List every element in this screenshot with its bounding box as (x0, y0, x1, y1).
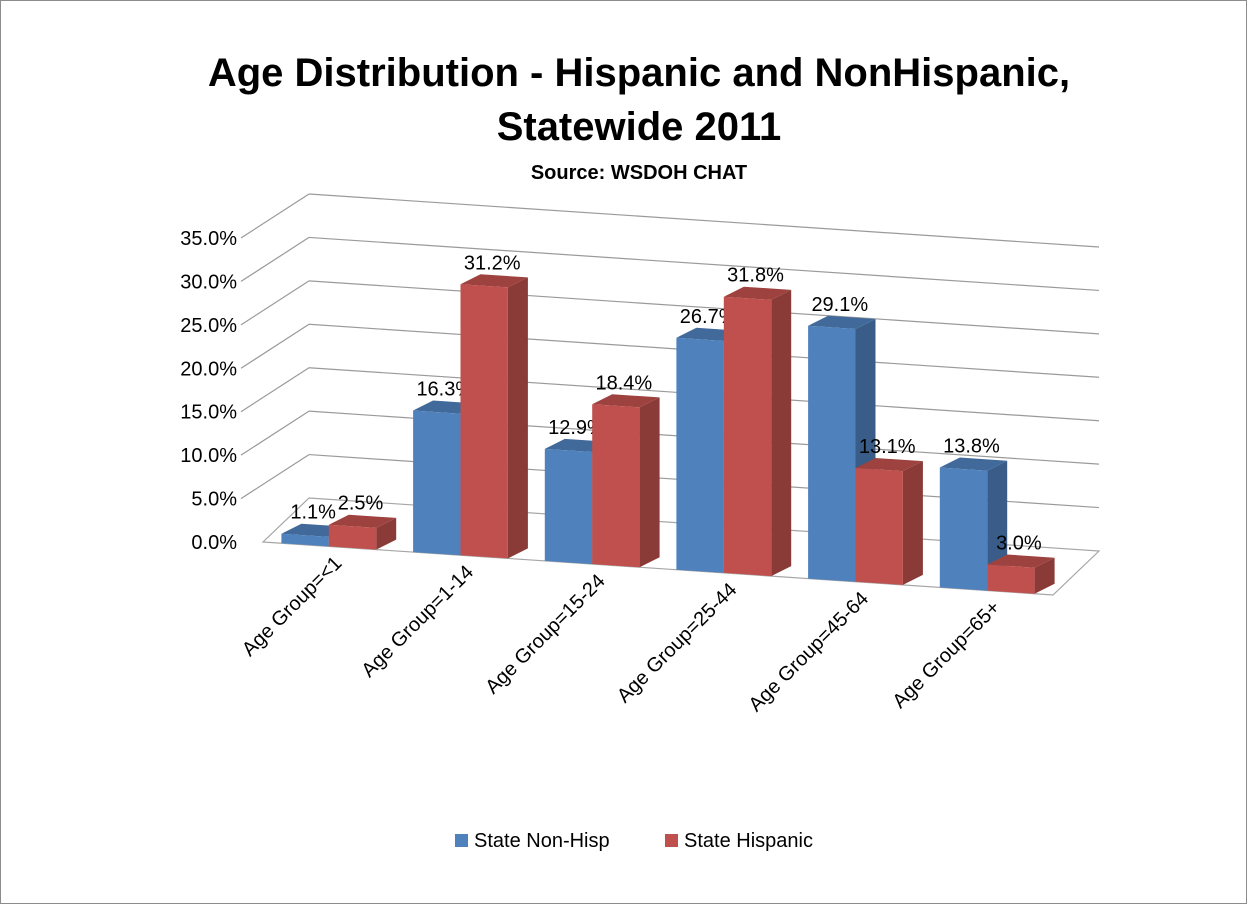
bar-top (855, 458, 923, 472)
y-tick-label: 30.0% (180, 271, 237, 293)
bar-front (676, 337, 724, 573)
data-label: 31.2% (464, 252, 521, 274)
gridline-side (240, 367, 310, 413)
bar-side (639, 397, 660, 568)
bar-front (328, 524, 377, 550)
data-label: 16.3% (416, 378, 473, 400)
legend-swatch (455, 834, 468, 847)
bar-front (808, 325, 856, 582)
bar-top (460, 274, 528, 288)
gridline-side (240, 454, 310, 500)
x-category-label: Age Group=1-14 (358, 561, 479, 682)
x-category-label: Age Group=45-64 (745, 588, 873, 716)
bar-front (987, 564, 1035, 594)
data-label: 12.9% (548, 417, 605, 439)
gridline (308, 236, 1100, 292)
y-tick-label: 20.0% (180, 358, 237, 380)
bar-top (723, 286, 792, 300)
x-category-label: Age Group=65+ (888, 597, 1004, 713)
y-tick-label: 0.0% (191, 532, 237, 554)
data-label: 18.4% (596, 372, 653, 394)
bar-front (460, 284, 508, 559)
y-tick-label: 10.0% (180, 445, 237, 467)
bar-front (939, 467, 988, 591)
bar-top (939, 457, 1008, 471)
gridline-side (240, 236, 310, 282)
data-label: 31.8% (727, 265, 784, 287)
bar-front (544, 448, 593, 565)
bar-front (281, 533, 329, 547)
y-tick-label: 25.0% (180, 315, 237, 337)
bar-side (771, 289, 792, 577)
legend-swatch (665, 834, 678, 847)
bar-hispanic (460, 274, 528, 559)
data-label: 1.1% (290, 502, 336, 524)
bar-hispanic (855, 458, 923, 585)
gridline-side (240, 280, 310, 326)
legend-item-non-hisp: State Non-Hisp (455, 830, 610, 852)
data-label: 29.1% (811, 294, 868, 316)
bar-top (987, 554, 1055, 568)
gridline (308, 193, 1100, 248)
chart-title-line-2: Statewide 2011 (497, 105, 782, 149)
bar-side (902, 461, 923, 585)
bar-front (592, 404, 640, 568)
data-label: 13.8% (943, 436, 1000, 458)
y-tick-label: 15.0% (180, 402, 237, 424)
chart-title-line-1: Age Distribution - Hispanic and NonHispa… (208, 51, 1070, 95)
gridline (308, 280, 1100, 335)
plot-area: 0.0% 5.0% 10.0% 15.0% 20.0% 25.0% 30.0% 35.0% 1.… (180, 193, 1101, 716)
bar-top (328, 514, 397, 528)
y-tick-label: 35.0% (180, 228, 237, 250)
chart-subtitle: Source: WSDOH CHAT (531, 162, 747, 184)
bar-side (376, 517, 397, 550)
x-category-label: Age Group=15-24 (481, 570, 609, 698)
bar-hispanic (328, 514, 397, 550)
data-label: 2.5% (338, 493, 384, 515)
bar-side (1034, 557, 1055, 594)
x-category-label: Age Group=25-44 (613, 579, 741, 707)
data-label: 26.7% (680, 306, 737, 328)
bar-hispanic (987, 554, 1055, 594)
gridline-side (240, 193, 310, 239)
y-tick-label: 5.0% (191, 489, 237, 511)
data-label: 3.0% (996, 533, 1042, 555)
data-label: 13.1% (859, 436, 916, 458)
bar-hispanic (723, 286, 792, 577)
bar-front (723, 296, 772, 577)
legend-item-hispanic: State Hispanic (665, 830, 813, 852)
legend-label: State Non-Hisp (474, 830, 610, 852)
bar-front (855, 468, 903, 585)
gridline-side (240, 410, 310, 456)
bar-side (507, 277, 528, 559)
legend: State Non-Hisp State Hispanic (455, 830, 813, 852)
bar-top (592, 394, 660, 408)
bar-hispanic (592, 394, 660, 568)
bar-front (413, 410, 461, 556)
x-category-label: Age Group=<1 (238, 552, 346, 660)
gridline-side (240, 323, 310, 369)
legend-label: State Hispanic (684, 830, 813, 852)
bar-top (808, 315, 876, 329)
